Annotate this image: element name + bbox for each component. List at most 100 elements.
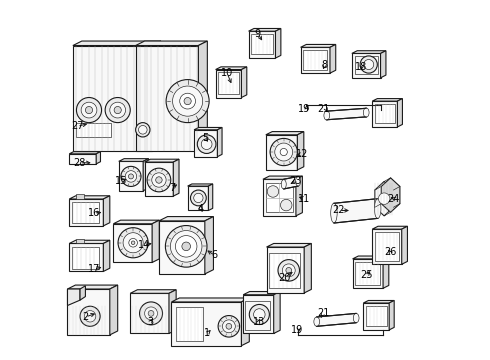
Polygon shape [218,127,222,157]
Polygon shape [317,314,356,326]
Circle shape [226,323,232,329]
Ellipse shape [374,199,381,219]
Polygon shape [353,256,389,259]
Circle shape [123,233,143,253]
Text: 27: 27 [71,121,83,131]
Text: 19: 19 [291,325,303,335]
Circle shape [191,190,206,206]
Polygon shape [188,184,213,186]
Polygon shape [194,127,222,130]
Ellipse shape [281,180,286,189]
Polygon shape [152,220,159,262]
Polygon shape [169,290,176,333]
Circle shape [286,267,292,273]
Polygon shape [242,67,247,98]
Bar [375,232,399,261]
Polygon shape [68,289,110,335]
Polygon shape [194,130,218,157]
Text: 5: 5 [202,133,208,143]
Bar [355,56,378,74]
Polygon shape [130,293,169,333]
Text: 2: 2 [82,312,89,322]
Text: 9: 9 [255,29,261,39]
Polygon shape [113,220,159,224]
Text: 18: 18 [355,62,368,72]
Polygon shape [375,181,393,216]
Polygon shape [68,285,118,289]
Circle shape [81,102,97,118]
Bar [366,306,387,326]
Text: 13: 13 [252,317,265,327]
Polygon shape [266,132,304,135]
Polygon shape [69,240,110,243]
Circle shape [184,98,191,105]
Circle shape [110,102,125,118]
Polygon shape [248,28,281,31]
Polygon shape [198,41,207,151]
Text: 22: 22 [333,206,345,216]
Polygon shape [243,295,274,333]
Bar [176,307,203,341]
Bar [303,50,327,69]
Circle shape [131,241,135,244]
Circle shape [105,98,130,123]
Polygon shape [267,243,311,247]
Polygon shape [136,41,207,45]
Polygon shape [275,28,281,58]
Circle shape [166,80,209,123]
Polygon shape [96,152,100,164]
Polygon shape [103,240,110,271]
Polygon shape [69,199,103,226]
Text: 25: 25 [361,270,373,280]
Polygon shape [327,108,366,120]
Polygon shape [73,41,161,45]
Text: 4: 4 [197,204,203,215]
Text: 21: 21 [318,309,330,318]
Text: 10: 10 [221,68,233,78]
Circle shape [80,306,100,326]
Circle shape [282,264,295,277]
Polygon shape [69,196,110,199]
Text: 21: 21 [317,104,329,114]
Polygon shape [242,298,249,346]
Text: 3: 3 [147,317,154,327]
Polygon shape [353,259,383,288]
Circle shape [267,186,279,197]
Polygon shape [216,67,247,69]
Circle shape [84,311,96,322]
Polygon shape [300,47,330,73]
Bar [72,247,99,269]
Polygon shape [297,132,304,170]
Polygon shape [159,221,205,274]
Polygon shape [352,51,386,53]
Polygon shape [263,176,302,179]
Polygon shape [110,285,118,335]
Polygon shape [274,292,280,333]
Polygon shape [381,51,386,78]
Circle shape [140,302,163,325]
Polygon shape [76,194,84,199]
Polygon shape [69,152,100,154]
Circle shape [222,320,235,333]
Ellipse shape [324,111,330,120]
Text: 8: 8 [321,59,328,69]
Polygon shape [103,196,110,226]
Circle shape [136,123,150,137]
Polygon shape [248,31,275,58]
Circle shape [194,193,203,203]
Circle shape [180,93,196,109]
Polygon shape [76,239,84,243]
Polygon shape [263,179,296,216]
Bar [245,301,270,330]
Text: 26: 26 [384,247,396,257]
Polygon shape [172,302,242,346]
Circle shape [121,166,141,186]
Ellipse shape [314,317,319,326]
Text: 24: 24 [388,194,400,204]
Circle shape [118,228,148,258]
Polygon shape [159,217,214,221]
Circle shape [280,148,287,156]
Circle shape [182,242,191,251]
Circle shape [145,307,157,320]
Circle shape [76,98,101,123]
